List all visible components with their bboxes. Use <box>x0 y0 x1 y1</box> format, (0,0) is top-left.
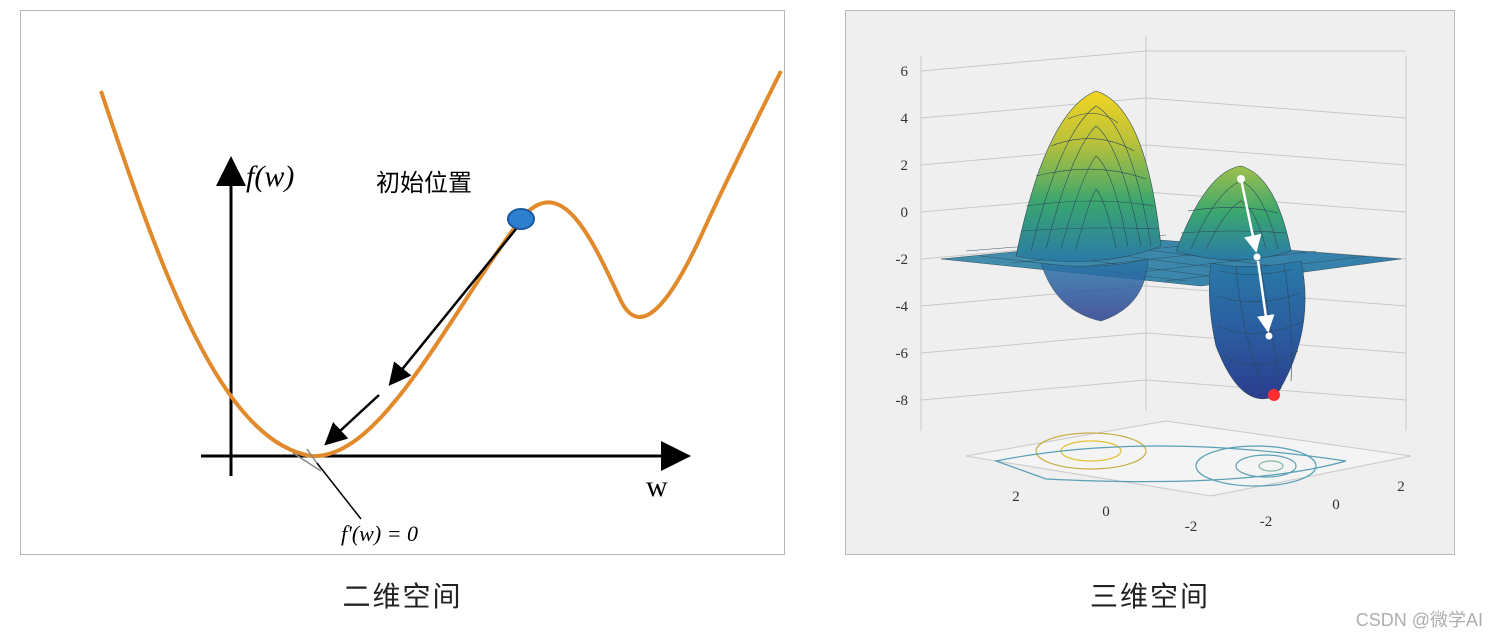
svg-text:2: 2 <box>901 158 909 174</box>
descent-arrow-2 <box>327 395 379 443</box>
derivative-label: f'(w) = 0 <box>341 521 418 546</box>
start-label: 初始位置 <box>376 170 472 197</box>
floor-plane <box>966 421 1411 496</box>
watermark: CSDN @微学AI <box>1356 606 1483 632</box>
z-ticks: 6 4 2 0 -2 -4 -6 -8 <box>896 64 909 409</box>
descent-arrow-1 <box>391 229 516 383</box>
loss-curve <box>101 71 781 456</box>
svg-text:0: 0 <box>1102 504 1110 520</box>
derivative-leader <box>317 463 361 519</box>
svg-text:-2: -2 <box>1260 514 1273 530</box>
svg-text:0: 0 <box>1332 497 1340 513</box>
svg-text:6: 6 <box>901 64 909 80</box>
plot-2d-svg: f(w) w 初始位置 f'(w) = 0 <box>21 11 786 556</box>
svg-text:2: 2 <box>1012 489 1020 505</box>
panel-2d: f(w) w 初始位置 f'(w) = 0 <box>20 10 785 555</box>
svg-text:0: 0 <box>901 205 909 221</box>
svg-text:-8: -8 <box>896 393 909 409</box>
back-wall-grid <box>921 36 1406 431</box>
ylabel: f(w) <box>246 160 294 193</box>
svg-text:-2: -2 <box>896 252 909 268</box>
surface-dip <box>1041 259 1148 321</box>
surface-valley <box>1209 261 1305 399</box>
svg-text:-6: -6 <box>896 346 909 362</box>
start-point <box>508 209 534 229</box>
caption-2d: 二维空间 <box>20 575 785 615</box>
svg-text:2: 2 <box>1397 479 1405 495</box>
xlabel: w <box>646 470 668 503</box>
svg-text:4: 4 <box>901 111 909 127</box>
panel-3d: 6 4 2 0 -2 -4 -6 -8 <box>845 10 1455 555</box>
x-ticks: 2 0 -2 <box>1012 489 1197 535</box>
plot-3d-svg: 6 4 2 0 -2 -4 -6 -8 <box>846 11 1456 556</box>
svg-text:-4: -4 <box>896 299 909 315</box>
surface-peak-2 <box>1176 166 1291 260</box>
minimum-point <box>1268 389 1280 401</box>
svg-text:-2: -2 <box>1185 519 1198 535</box>
y-ticks: -2 0 2 <box>1260 479 1405 530</box>
